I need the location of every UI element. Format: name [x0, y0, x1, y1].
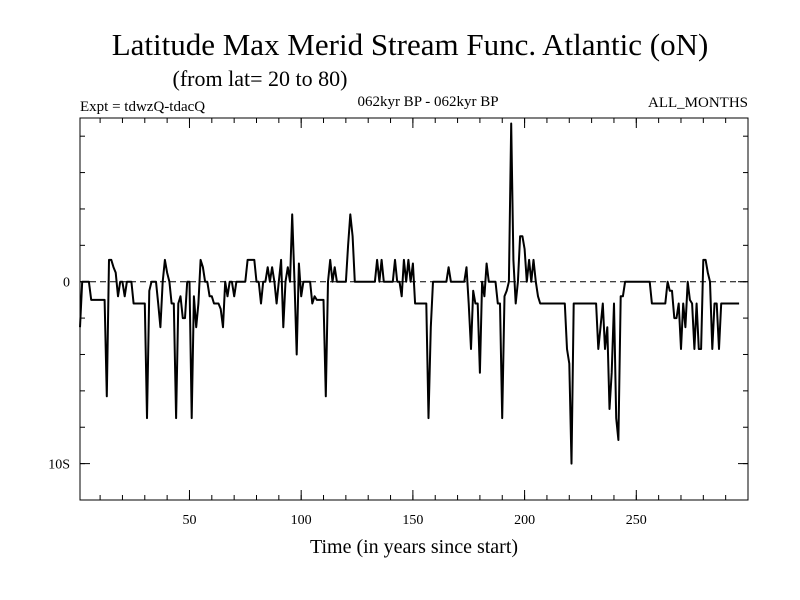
experiment-label: Expt = tdwzQ-tdacQ	[80, 99, 205, 115]
chart-title: Latitude Max Merid Stream Func. Atlantic…	[112, 27, 709, 62]
x-tick-label: 200	[514, 513, 535, 528]
x-axis-ticks: 50 100 150 200 250	[182, 118, 647, 528]
x-tick-label: 150	[402, 513, 423, 528]
period-label: 062kyr BP - 062kyr BP	[357, 94, 498, 110]
x-tick-label: 100	[291, 513, 312, 528]
y-tick-label: 0	[63, 276, 70, 291]
x-tick-label: 50	[182, 513, 196, 528]
minor-ticks	[80, 118, 748, 501]
y-tick-label: 10S	[48, 458, 70, 473]
chart-subtitle: (from lat= 20 to 80)	[173, 66, 348, 91]
y-axis-ticks: 0 10S	[48, 276, 748, 473]
series-line	[79, 122, 740, 465]
plot-frame	[79, 117, 749, 501]
x-tick-label: 250	[626, 513, 647, 528]
months-label: ALL_MONTHS	[648, 95, 748, 111]
x-axis-label: Time (in years since start)	[310, 536, 518, 558]
